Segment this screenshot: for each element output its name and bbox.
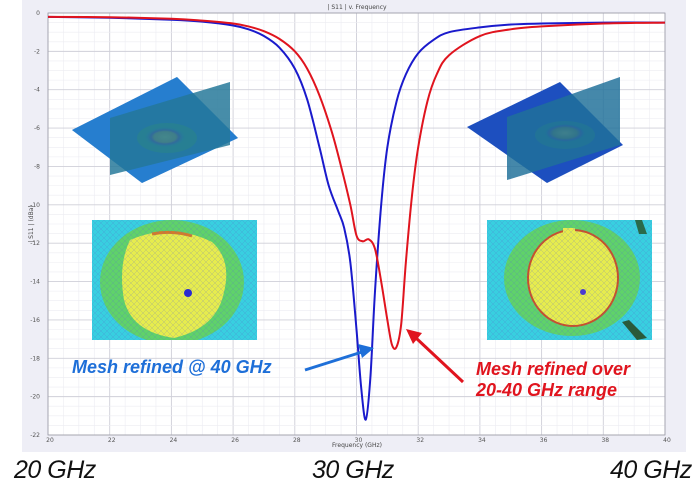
svg-text:22: 22 [108,437,116,444]
arrow-red-icon [406,329,465,384]
svg-text:40: 40 [663,437,671,444]
svg-text:-18: -18 [30,355,40,362]
svg-text:26: 26 [231,437,239,444]
svg-text:28: 28 [293,437,301,444]
series-line [47,15,666,421]
svg-text:20: 20 [46,437,54,444]
mesh-3d-icon [72,77,238,183]
inset-3d-right [465,75,625,190]
x-axis-label: Frequency (GHz) [332,442,382,449]
inset-3d-left [70,70,240,190]
x-axis-ticks: 20 22 24 26 28 30 32 34 36 38 40 [46,437,671,444]
svg-text:32: 32 [416,437,424,444]
freq-label-20ghz: 20 GHz [14,456,96,484]
svg-text:-12: -12 [30,240,40,247]
y-axis-ticks: 0 -2 -4 -6 -8 -10 -12 -14 -16 -18 -20 -22 [30,10,40,439]
plot-border [47,12,666,436]
annotation-red: Mesh refined over 20-40 GHz range [476,359,630,401]
svg-text:-16: -16 [30,317,40,324]
inset-map-left [92,220,257,340]
svg-text:-22: -22 [30,432,40,439]
annotation-blue: Mesh refined @ 40 GHz [72,357,272,377]
mesh-3d-icon [467,77,623,183]
arrow-blue-icon [304,344,374,372]
annotation-red-line2: 20-40 GHz range [476,380,618,400]
svg-text:-6: -6 [34,125,40,132]
svg-text:-14: -14 [30,279,40,286]
svg-text:-20: -20 [30,394,40,401]
svg-text:24: 24 [170,437,178,444]
svg-text:0: 0 [36,10,40,17]
svg-text:34: 34 [478,437,486,444]
svg-text:-8: -8 [34,163,40,170]
y-axis-label: | S11 | (dBa) [28,205,35,243]
chart-title: | S11 | v. Frequency [327,4,387,11]
annotation-red-line1: Mesh refined over [476,359,631,379]
svg-text:-4: -4 [34,87,40,94]
svg-text:-10: -10 [30,202,40,209]
inset-map-right [487,220,652,340]
svg-text:38: 38 [601,437,609,444]
series-lines [47,15,666,421]
svg-text:30: 30 [355,437,363,444]
svg-text:36: 36 [540,437,548,444]
mesh-map-icon [487,220,652,340]
mesh-map-icon [92,220,257,340]
svg-text:-2: -2 [34,48,40,55]
series-line [47,15,666,350]
freq-label-30ghz: 30 GHz [312,456,394,484]
freq-label-40ghz: 40 GHz [610,456,692,484]
